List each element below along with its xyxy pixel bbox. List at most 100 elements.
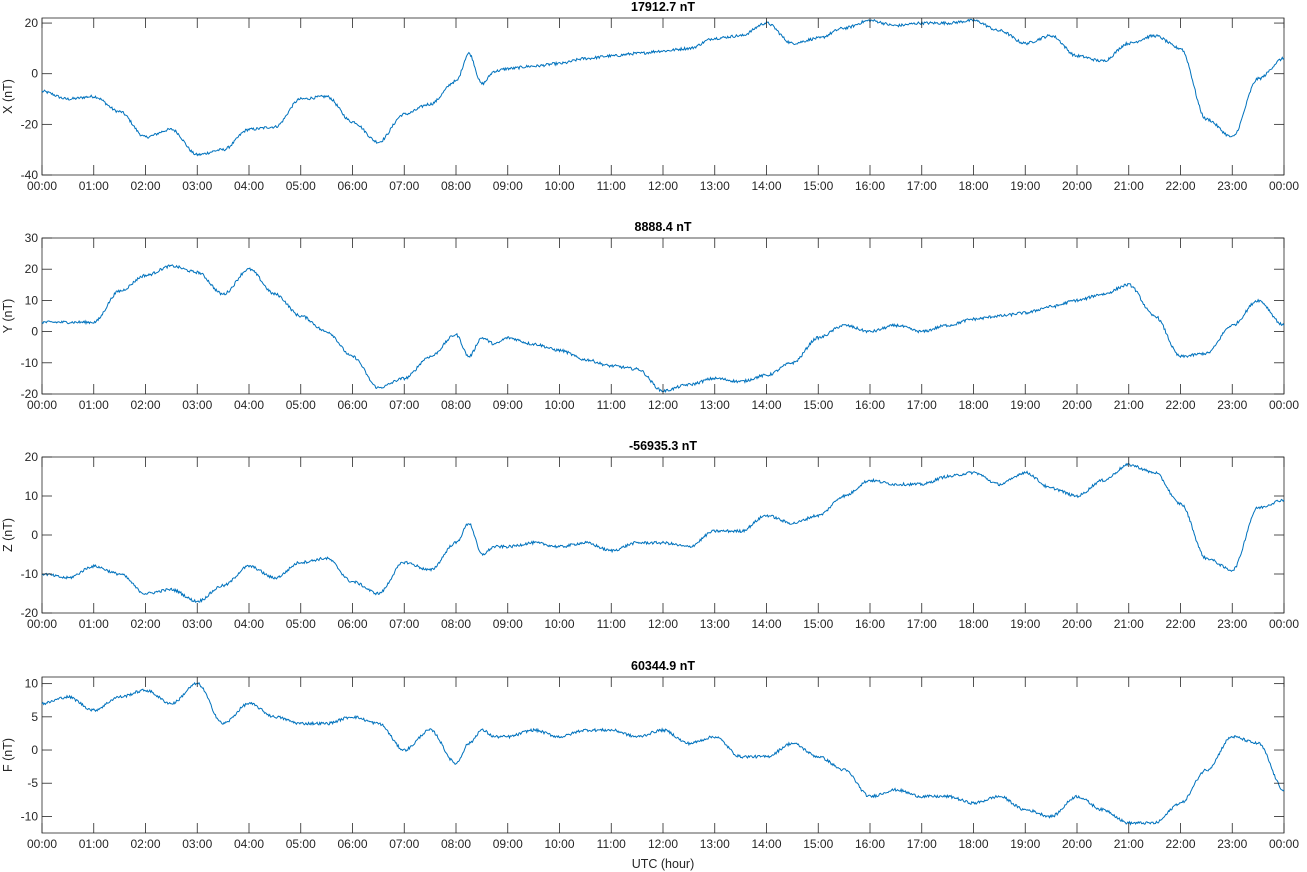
x-tick-label: 15:00 (803, 837, 833, 851)
x-tick-label: 11:00 (597, 179, 626, 193)
plot-area (41, 17, 1285, 176)
x-tick-label: 04:00 (234, 398, 264, 412)
x-tick-label: 06:00 (337, 837, 367, 851)
series-line (41, 681, 1285, 826)
x-tick-label: 06:00 (337, 398, 367, 412)
x-tick-label: 10:00 (544, 398, 574, 412)
x-tick-label: 23:00 (1217, 837, 1247, 851)
y-tick-label: -40 (21, 168, 39, 182)
x-tick-label: 02:00 (130, 179, 160, 193)
x-tick-label: 00:00 (27, 179, 57, 193)
y-tick-label: -20 (21, 117, 39, 131)
x-tick-label: 14:00 (751, 837, 781, 851)
x-tick-label: 16:00 (855, 617, 885, 631)
x-tick-label: 05:00 (286, 617, 316, 631)
x-tick-label: 04:00 (234, 617, 264, 631)
y-tick-label: -10 (21, 356, 39, 370)
x-tick-label: 01:00 (79, 398, 109, 412)
x-tick-label: 22:00 (1165, 398, 1195, 412)
x-tick-label: 11:00 (597, 837, 626, 851)
x-tick-label: 06:00 (337, 617, 367, 631)
x-tick-label: 00:00 (27, 837, 57, 851)
x-tick-label: 18:00 (958, 617, 988, 631)
x-tick-label: 03:00 (182, 179, 212, 193)
x-tick-label: 03:00 (182, 617, 212, 631)
x-tick-label: 08:00 (441, 398, 471, 412)
x-tick-label: 07:00 (389, 179, 419, 193)
x-tick-label: 20:00 (1062, 398, 1092, 412)
y-tick-label: 20 (25, 262, 39, 276)
x-tick-label: 04:00 (234, 179, 264, 193)
x-tick-label: 03:00 (182, 398, 212, 412)
x-tick-label: 19:00 (1010, 617, 1040, 631)
x-tick-label: 14:00 (751, 398, 781, 412)
x-tick-label: 09:00 (493, 179, 523, 193)
plot-area (41, 237, 1285, 395)
chart-panel-1: 00:00 01:00 02:00 03:00 04:00 05:00 06:00 07:00… (1, 0, 1299, 193)
x-tick-label: 17:00 (907, 398, 937, 412)
x-tick-label: 13:00 (700, 398, 730, 412)
y-tick-label: 10 (25, 677, 39, 691)
x-tick-label: 12:00 (648, 179, 678, 193)
x-tick-label: 10:00 (544, 179, 574, 193)
x-tick-label: 19:00 (1010, 837, 1040, 851)
x-tick-label: 19:00 (1010, 398, 1040, 412)
x-tick-label: 08:00 (441, 837, 471, 851)
x-tick-label: 10:00 (544, 837, 574, 851)
x-axis-label: UTC (hour) (632, 857, 695, 871)
panel-title: -56935.3 nT (629, 439, 697, 453)
y-axis-label: Y (nT) (1, 299, 15, 334)
panel-title: 8888.4 nT (635, 220, 692, 234)
plot-area (41, 676, 1285, 834)
x-tick-label: 00:00 (1269, 179, 1299, 193)
x-tick-label: 14:00 (751, 617, 781, 631)
x-tick-label: 09:00 (493, 837, 523, 851)
x-tick-label: 12:00 (648, 398, 678, 412)
x-tick-label: 18:00 (958, 179, 988, 193)
x-tick-label: 01:00 (79, 617, 109, 631)
chart-panel-4: 00:00 01:00 02:00 03:00 04:00 05:00 06:00 07:00… (1, 659, 1299, 871)
y-axis-label: Z (nT) (1, 518, 15, 552)
y-axis-label: X (nT) (1, 79, 15, 114)
x-tick-label: 10:00 (544, 617, 574, 631)
x-tick-label: 16:00 (855, 398, 885, 412)
x-tick-label: 15:00 (803, 179, 833, 193)
y-tick-label: -20 (21, 606, 39, 620)
x-tick-label: 05:00 (286, 837, 316, 851)
x-tick-label: 23:00 (1217, 617, 1247, 631)
x-tick-label: 19:00 (1010, 179, 1040, 193)
x-tick-label: 16:00 (855, 179, 885, 193)
x-tick-label: 05:00 (286, 398, 316, 412)
x-tick-label: 13:00 (700, 617, 730, 631)
x-tick-label: 21:00 (1114, 179, 1144, 193)
plot-area (41, 456, 1285, 614)
x-tick-label: 14:00 (751, 179, 781, 193)
y-tick-label: -10 (21, 567, 39, 581)
x-tick-label: 00:00 (27, 617, 57, 631)
x-tick-label: 17:00 (907, 617, 937, 631)
x-tick-label: 17:00 (907, 837, 937, 851)
x-tick-label: 23:00 (1217, 179, 1247, 193)
series-line (41, 462, 1285, 603)
y-tick-label: 10 (25, 489, 39, 503)
x-tick-label: 07:00 (389, 398, 419, 412)
x-tick-label: 16:00 (855, 837, 885, 851)
y-tick-label: 0 (31, 528, 38, 542)
y-tick-label: 0 (31, 325, 38, 339)
x-tick-label: 03:00 (182, 837, 212, 851)
x-tick-label: 09:00 (493, 398, 523, 412)
x-tick-label: 01:00 (79, 837, 109, 851)
y-tick-label: -5 (27, 776, 38, 790)
x-tick-label: 18:00 (958, 398, 988, 412)
x-tick-label: 13:00 (700, 837, 730, 851)
x-tick-label: 17:00 (907, 179, 937, 193)
x-tick-label: 22:00 (1165, 179, 1195, 193)
x-tick-label: 22:00 (1165, 617, 1195, 631)
chart-panel-3: 00:00 01:00 02:00 03:00 04:00 05:00 06:00 07:00… (1, 439, 1299, 631)
x-tick-label: 20:00 (1062, 617, 1092, 631)
x-tick-label: 01:00 (79, 179, 109, 193)
series-line (41, 18, 1285, 157)
x-tick-label: 07:00 (389, 837, 419, 851)
y-axis-label: F (nT) (1, 738, 15, 772)
x-tick-label: 11:00 (597, 398, 626, 412)
